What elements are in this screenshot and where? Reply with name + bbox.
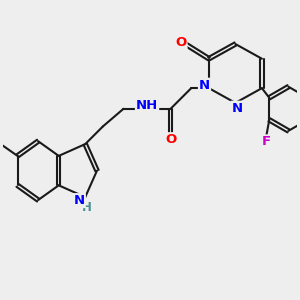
Text: N: N xyxy=(74,194,85,207)
Text: O: O xyxy=(175,36,187,49)
Text: H: H xyxy=(82,201,92,214)
Text: O: O xyxy=(165,133,176,146)
Text: N: N xyxy=(199,79,210,92)
Text: NH: NH xyxy=(136,99,158,112)
Text: F: F xyxy=(262,135,271,148)
Text: N: N xyxy=(231,102,242,115)
